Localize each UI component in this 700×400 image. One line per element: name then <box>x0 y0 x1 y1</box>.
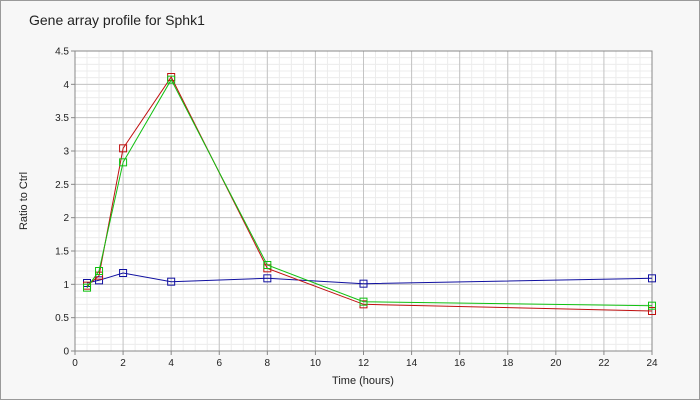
y-tick-label: 2 <box>63 213 69 224</box>
series-3-point <box>648 301 656 310</box>
y-tick-label: 0 <box>63 347 69 358</box>
series-1-point <box>648 274 656 283</box>
series-2-point <box>648 307 656 315</box>
chart-title: Gene array profile for Sphk1 <box>29 12 205 28</box>
y-tick-label: 1.5 <box>55 247 69 258</box>
y-tick-label: 4.5 <box>55 47 69 58</box>
y-axis-title: Ratio to Ctrl <box>18 172 30 230</box>
series-2-point <box>119 144 128 153</box>
x-tick-label: 20 <box>550 358 562 369</box>
series-3-line <box>86 78 653 307</box>
y-tick-label: 2.5 <box>55 180 69 191</box>
series-3-point <box>167 75 176 84</box>
series-1-point <box>167 277 176 286</box>
series-3-point <box>359 297 368 306</box>
series-1-point <box>119 269 128 277</box>
series-1-line <box>86 272 653 285</box>
y-tick-label: 3.5 <box>55 113 69 124</box>
series-1-point <box>263 274 272 283</box>
x-tick-label: 18 <box>502 358 514 369</box>
series-1-point <box>359 279 368 288</box>
series-layer <box>83 73 656 315</box>
y-tick-label: 0.5 <box>55 313 69 324</box>
series-2-line <box>86 76 653 312</box>
y-tick-label: 4 <box>63 80 69 91</box>
x-tick-label: 22 <box>598 358 610 369</box>
x-tick-label: 16 <box>454 358 466 369</box>
axis-ticks: 0 2 4 6 8 10 12 14 16 18 20 22 2400.511.522.533.544.… <box>55 47 658 370</box>
x-tick-label: 6 <box>216 358 222 369</box>
x-tick-label: 0 <box>72 358 78 369</box>
x-axis-title: Time (hours) <box>332 375 394 387</box>
series-3-point <box>83 283 92 292</box>
series-3-point <box>95 267 104 275</box>
series-3-point <box>263 261 272 269</box>
x-tick-label: 10 <box>310 358 322 369</box>
series-1-point <box>95 276 104 285</box>
x-tick-label: 12 <box>358 358 370 369</box>
series-3-point <box>119 158 128 167</box>
x-tick-label: 2 <box>120 358 126 369</box>
x-tick-label: 8 <box>265 358 271 369</box>
y-tick-label: 1 <box>63 280 69 291</box>
x-tick-label: 24 <box>646 358 658 369</box>
y-tick-label: 3 <box>63 147 69 158</box>
x-tick-label: 4 <box>168 358 174 369</box>
x-tick-label: 14 <box>406 358 418 369</box>
